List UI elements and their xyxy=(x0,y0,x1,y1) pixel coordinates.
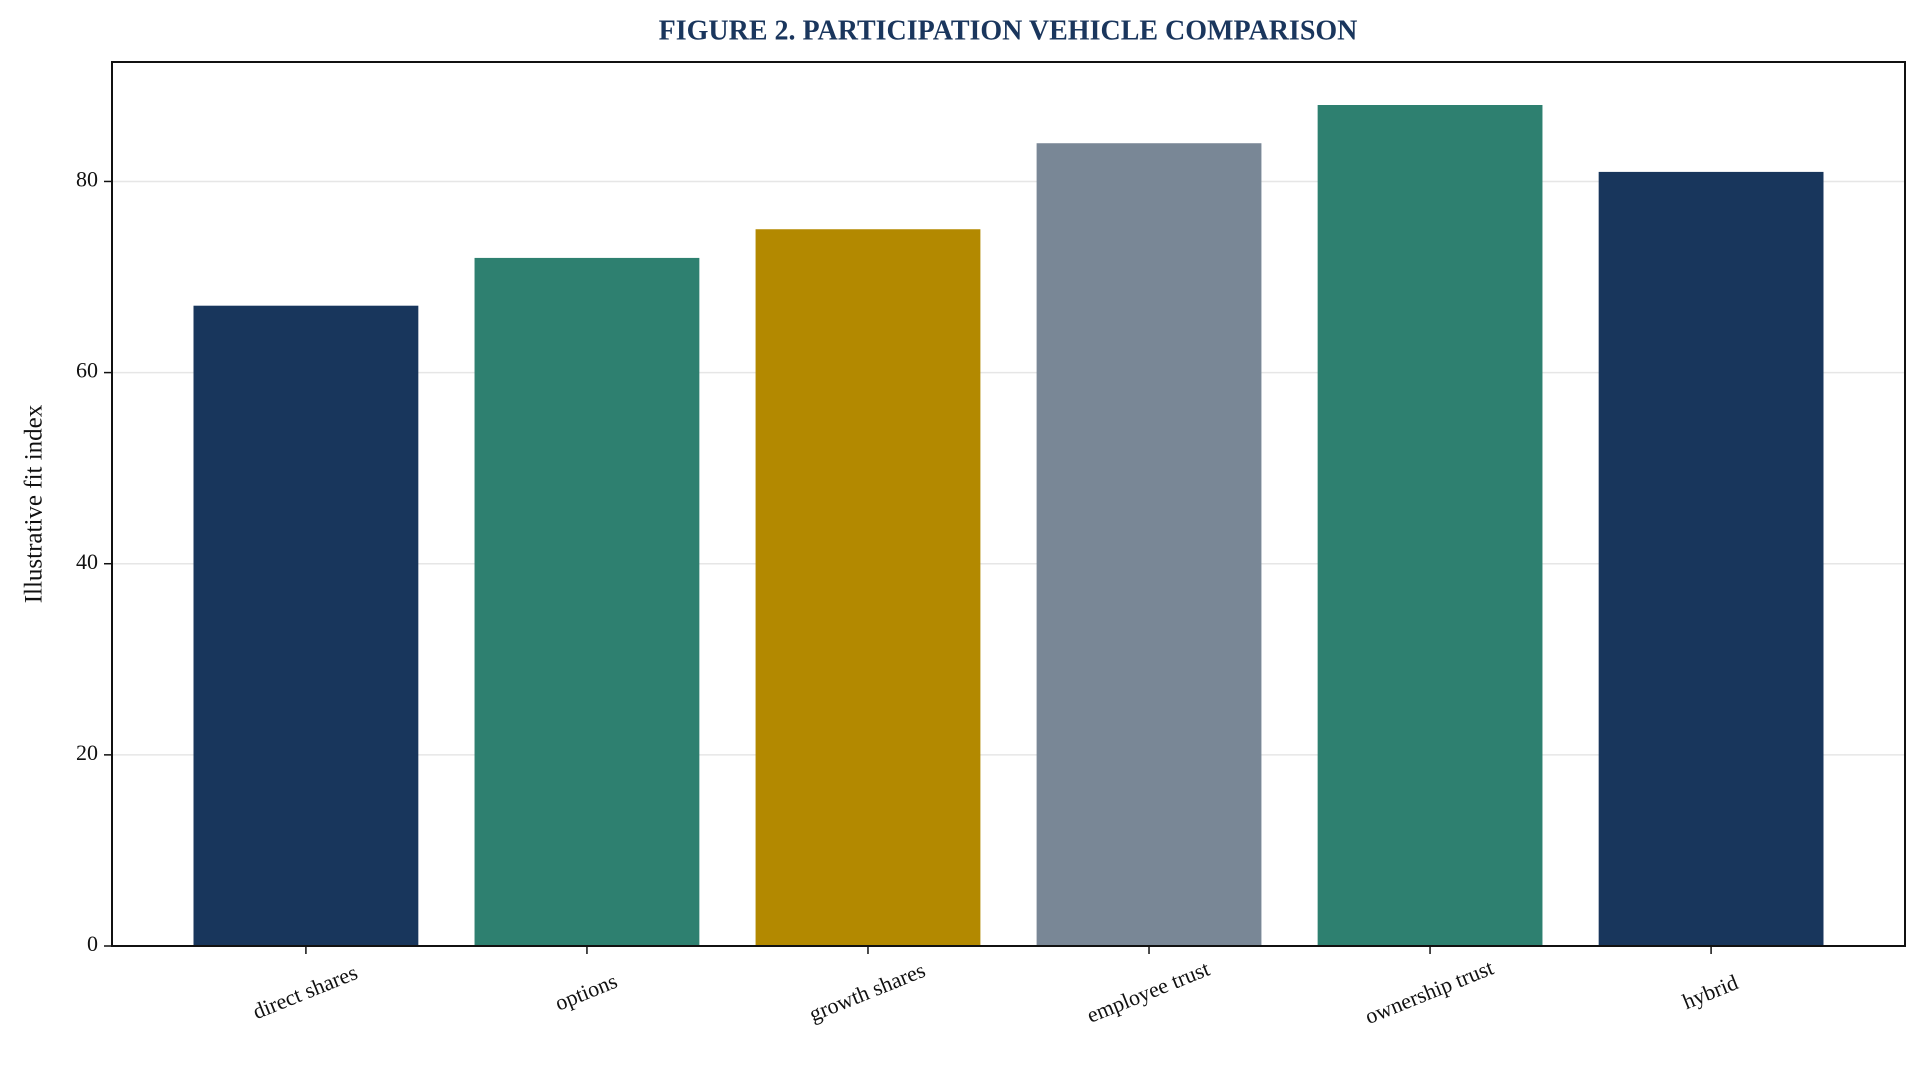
bar xyxy=(1036,143,1262,947)
y-tick-label: 60 xyxy=(76,358,98,383)
y-axis-label: Illustrative fit index xyxy=(21,404,48,603)
y-tick-label: 20 xyxy=(76,740,98,765)
x-tick-label: hybrid xyxy=(1679,969,1742,1014)
y-tick-label: 0 xyxy=(87,931,98,956)
x-tick-label: ownership trust xyxy=(1361,955,1497,1029)
bar xyxy=(1598,171,1824,946)
bar xyxy=(474,257,700,946)
x-tick-label: growth shares xyxy=(805,957,928,1026)
x-tick-label: direct shares xyxy=(249,959,361,1024)
bar xyxy=(193,305,419,947)
chart-title: FIGURE 2. PARTICIPATION VEHICLE COMPARIS… xyxy=(659,15,1358,46)
plot-frame xyxy=(111,61,1906,947)
y-tick-label: 40 xyxy=(76,549,98,574)
bar xyxy=(755,229,981,947)
x-tick-label: options xyxy=(551,968,620,1015)
bar xyxy=(1317,105,1543,947)
x-tick-label: employee trust xyxy=(1083,956,1213,1028)
y-tick-label: 80 xyxy=(76,167,98,192)
